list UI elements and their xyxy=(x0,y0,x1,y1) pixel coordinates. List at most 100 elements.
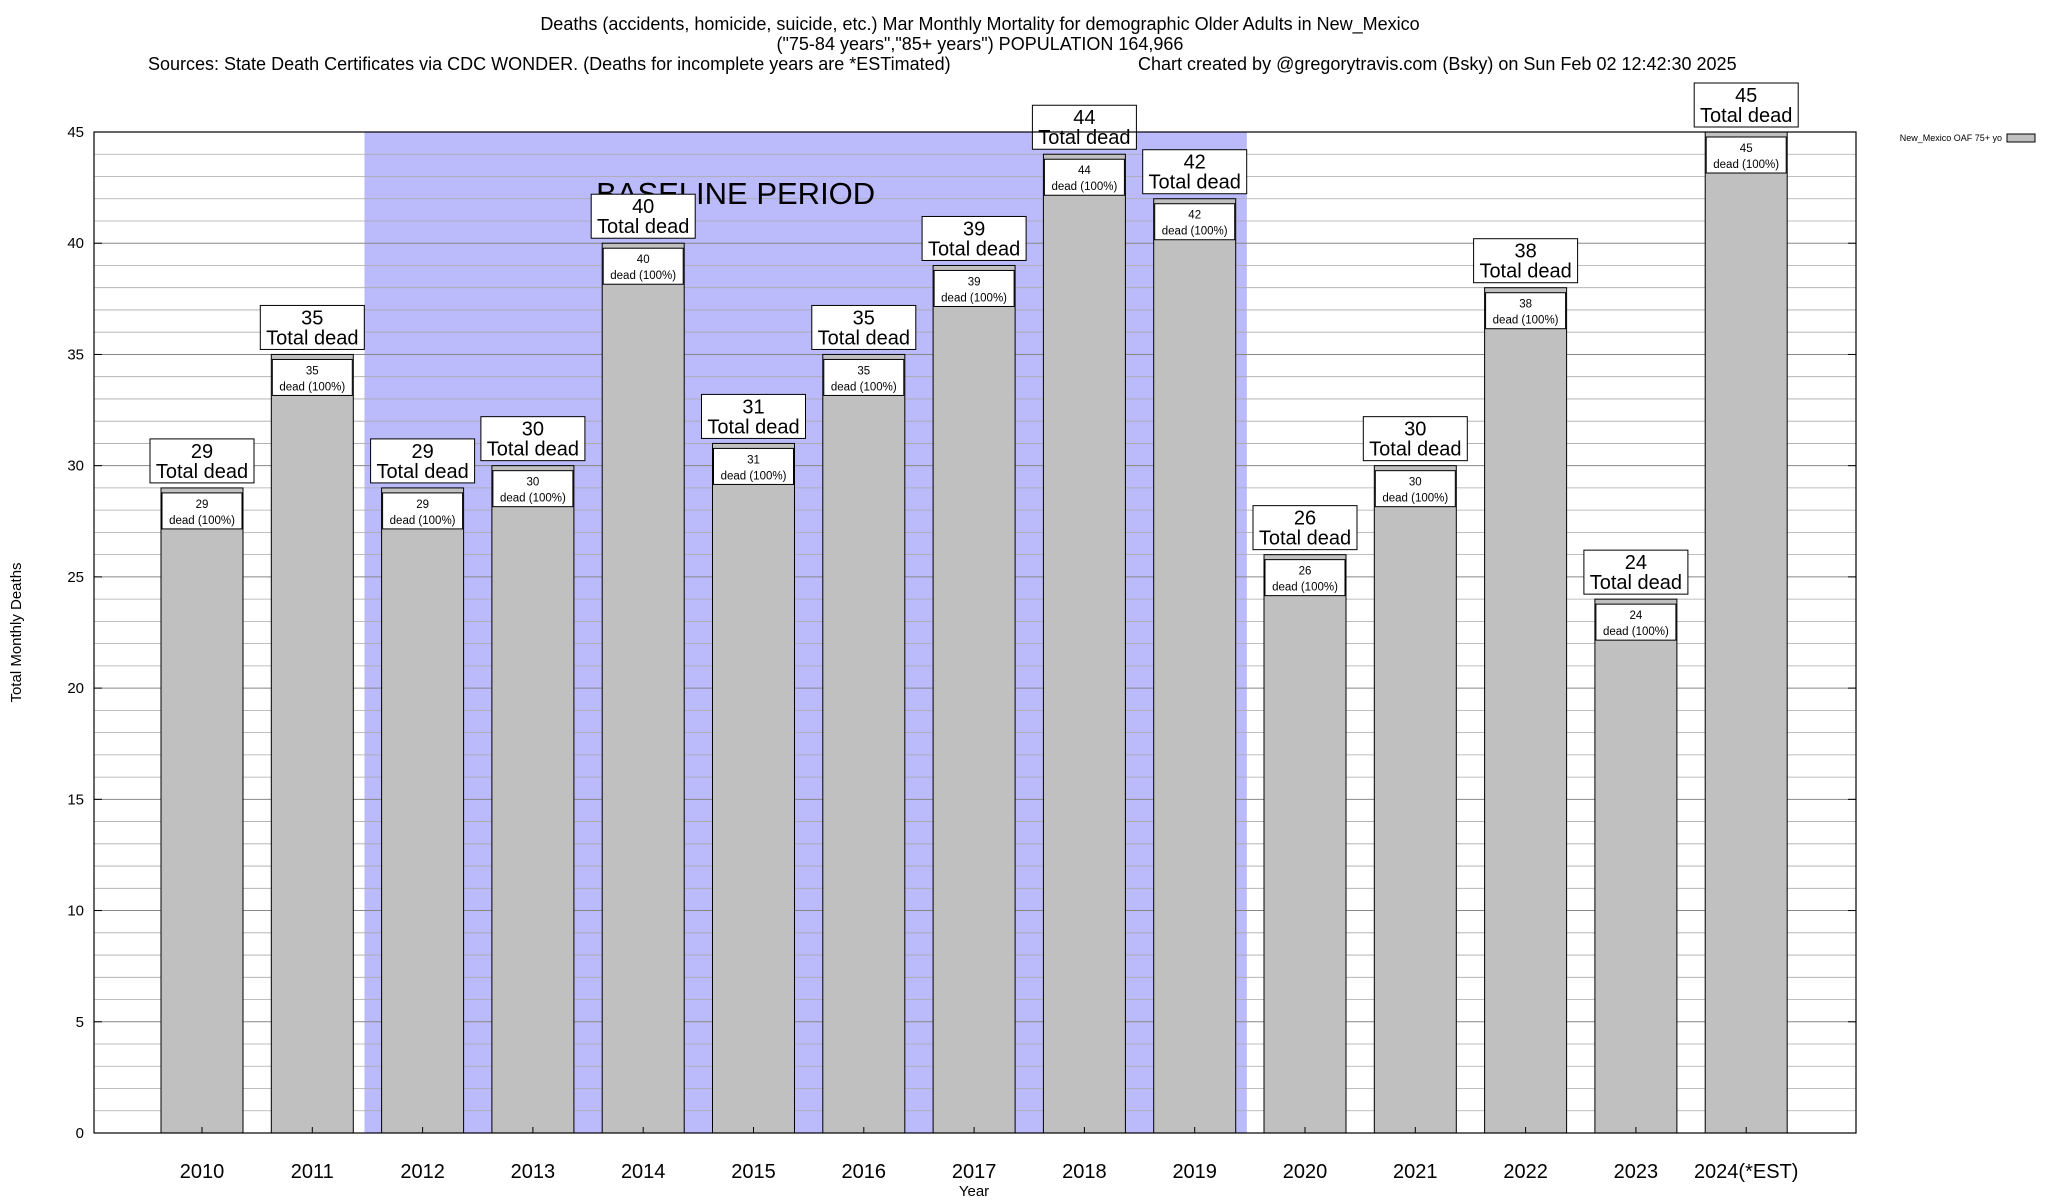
bar-inner-percent: dead (100%) xyxy=(1051,181,1117,193)
bar-inner-value: 42 xyxy=(1188,210,1201,222)
bar-total-value: 24 xyxy=(1625,552,1647,574)
bar-total-label-box xyxy=(1362,416,1468,462)
bar xyxy=(1704,131,1788,1134)
bar-total-caption: Total dead xyxy=(1700,105,1792,127)
bar-inner-value: 30 xyxy=(527,477,540,489)
bar-total-value: 35 xyxy=(301,307,323,329)
x-tick-label: 2024(*EST) xyxy=(1694,1161,1799,1183)
x-tick-label: 2021 xyxy=(1393,1161,1438,1183)
bar-total-label-box xyxy=(370,438,476,484)
bar-inner-label-box xyxy=(1374,470,1456,508)
bar-total-value: 31 xyxy=(742,396,764,418)
bar-inner-percent: dead (100%) xyxy=(1713,159,1779,171)
x-tick-label: 2013 xyxy=(511,1161,556,1183)
x-tick-label: 2011 xyxy=(291,1161,334,1183)
chart-title: Deaths (accidents, homicide, suicide, et… xyxy=(540,14,1420,34)
bar-inner-percent: dead (100%) xyxy=(1162,226,1228,238)
bar-total-caption: Total dead xyxy=(266,327,358,349)
x-tick-label: 2016 xyxy=(842,1161,887,1183)
y-tick-label: 20 xyxy=(67,680,84,697)
bar-total-label-box xyxy=(1583,549,1689,595)
x-tick-label: 2018 xyxy=(1062,1161,1107,1183)
y-axis-title: Total Monthly Deaths xyxy=(8,562,25,702)
bar-total-value: 44 xyxy=(1073,107,1095,129)
bar xyxy=(1042,153,1126,1134)
bar-inner-value: 38 xyxy=(1519,299,1532,311)
bar-inner-value: 29 xyxy=(196,499,209,511)
bar-inner-value: 45 xyxy=(1740,143,1753,155)
bar-inner-label-box xyxy=(823,358,905,396)
bar-total-label-box xyxy=(1031,104,1137,150)
bar-inner-value: 39 xyxy=(968,276,981,288)
bar-inner-percent: dead (100%) xyxy=(1603,626,1669,638)
bar-inner-label-box xyxy=(602,247,684,285)
bar-inner-percent: dead (100%) xyxy=(169,515,235,527)
x-tick-label: 2023 xyxy=(1614,1161,1659,1183)
bar xyxy=(1594,598,1678,1134)
bar-inner-label-box xyxy=(271,358,353,396)
legend-swatch xyxy=(2006,133,2036,143)
bar-total-caption: Total dead xyxy=(1038,127,1130,149)
bar xyxy=(601,242,685,1134)
bar-total-caption: Total dead xyxy=(928,238,1020,260)
bar-total-label-box xyxy=(921,215,1027,261)
bar-inner-label-box xyxy=(1043,158,1125,196)
bar-inner-label-box xyxy=(1595,603,1677,641)
bar-total-value: 38 xyxy=(1514,241,1536,263)
bar-total-caption: Total dead xyxy=(156,461,248,483)
bar xyxy=(381,487,465,1134)
bar-total-caption: Total dead xyxy=(1149,172,1241,194)
bar xyxy=(822,353,906,1134)
bar-inner-percent: dead (100%) xyxy=(1382,493,1448,505)
bar-total-caption: Total dead xyxy=(597,216,689,238)
legend-label: New_Mexico OAF 75+ yo xyxy=(1900,133,2002,143)
bar-total-value: 45 xyxy=(1735,85,1757,107)
bar-total-value: 30 xyxy=(1404,419,1426,441)
bar-total-caption: Total dead xyxy=(1479,261,1571,283)
bar-inner-value: 31 xyxy=(747,454,760,466)
bar-inner-label-box xyxy=(161,492,243,530)
sources-note: Sources: State Death Certificates via CD… xyxy=(148,54,951,74)
bar xyxy=(1153,198,1237,1134)
bar-inner-value: 35 xyxy=(306,365,319,377)
bar xyxy=(1373,465,1457,1134)
bar-inner-value: 26 xyxy=(1299,566,1312,578)
bar-total-value: 39 xyxy=(963,218,985,240)
x-tick-label: 2010 xyxy=(180,1161,225,1183)
x-tick-label: 2020 xyxy=(1283,1161,1328,1183)
x-tick-label: 2019 xyxy=(1172,1161,1217,1183)
bar-inner-label-box xyxy=(933,269,1015,307)
bar-inner-value: 40 xyxy=(637,254,650,266)
x-tick-label: 2014 xyxy=(621,1161,666,1183)
bar-total-label-box xyxy=(1142,149,1248,195)
y-tick-label: 0 xyxy=(76,1125,84,1142)
credit-note: Chart created by @gregorytravis.com (Bsk… xyxy=(1138,54,1737,74)
y-tick-label: 30 xyxy=(67,458,84,475)
y-tick-label: 45 xyxy=(67,124,84,141)
bar-inner-percent: dead (100%) xyxy=(1272,582,1338,594)
bar-total-label-box xyxy=(811,304,917,350)
bar-total-label-box xyxy=(480,416,586,462)
bar-total-caption: Total dead xyxy=(1259,528,1351,550)
bar-inner-label-box xyxy=(492,470,574,508)
x-tick-label: 2017 xyxy=(952,1161,997,1183)
bar-inner-value: 24 xyxy=(1630,610,1643,622)
y-tick-label: 35 xyxy=(67,346,84,363)
bar-inner-value: 30 xyxy=(1409,477,1422,489)
bar-total-value: 26 xyxy=(1294,508,1316,530)
bar-total-label-box xyxy=(259,304,365,350)
bar-total-value: 30 xyxy=(522,419,544,441)
bar xyxy=(1263,554,1347,1134)
bar-total-value: 29 xyxy=(411,441,433,463)
bar-inner-percent: dead (100%) xyxy=(721,470,787,482)
bar-inner-label-box xyxy=(1264,559,1346,597)
bar-inner-label-box xyxy=(1154,203,1236,241)
bar xyxy=(491,465,575,1134)
x-tick-label: 2022 xyxy=(1503,1161,1548,1183)
bar xyxy=(160,487,244,1134)
bar-total-caption: Total dead xyxy=(487,439,579,461)
bar-inner-label-box xyxy=(713,447,794,485)
bar-total-label-box xyxy=(149,438,255,484)
bar-inner-percent: dead (100%) xyxy=(831,381,897,393)
